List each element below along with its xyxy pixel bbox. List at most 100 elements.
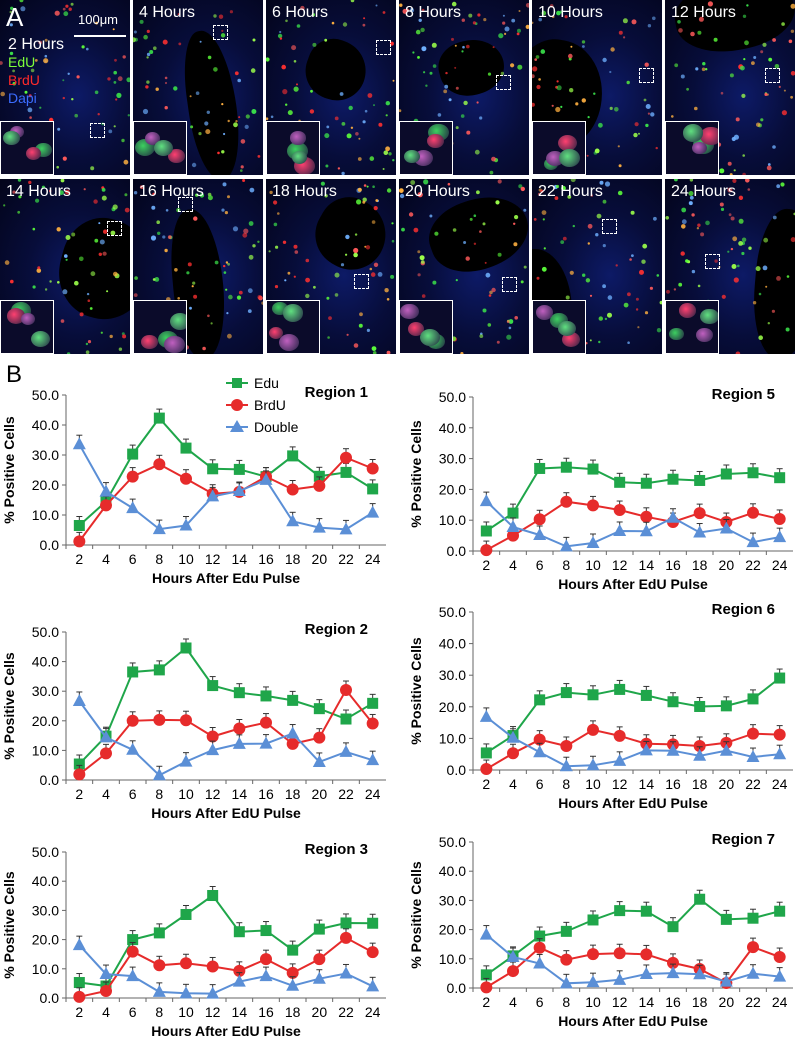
scale-bar-label: 100μm bbox=[78, 12, 119, 27]
nucleus bbox=[635, 308, 639, 311]
data-point-double bbox=[666, 966, 680, 979]
data-point-edu bbox=[287, 450, 299, 462]
y-tick-label: 20.0 bbox=[439, 699, 466, 715]
nucleus bbox=[232, 226, 239, 232]
data-point-brdu bbox=[180, 957, 192, 970]
y-tick-label: 20.0 bbox=[32, 713, 59, 729]
data-point-brdu bbox=[693, 507, 706, 520]
x-tick-label: 8 bbox=[155, 551, 163, 567]
nucleus bbox=[561, 185, 566, 191]
nucleus bbox=[468, 13, 473, 18]
nucleus bbox=[305, 293, 310, 299]
x-tick-label: 18 bbox=[285, 551, 301, 567]
nucleus bbox=[341, 171, 345, 175]
nucleus bbox=[115, 98, 118, 101]
nucleus bbox=[463, 100, 468, 106]
nucleus bbox=[213, 14, 217, 18]
y-tick-label: 30.0 bbox=[32, 902, 59, 918]
nucleus bbox=[479, 116, 483, 120]
inset-nucleus bbox=[700, 126, 718, 146]
nucleus bbox=[98, 222, 101, 225]
data-point-brdu bbox=[180, 714, 192, 727]
chart-title: Region 3 bbox=[305, 841, 368, 858]
legend-brdu: BrdU bbox=[8, 72, 40, 88]
inset-region-box bbox=[376, 40, 391, 55]
nucleus bbox=[237, 78, 241, 83]
nucleus bbox=[27, 107, 33, 113]
data-point-edu bbox=[694, 893, 706, 905]
nucleus bbox=[700, 232, 705, 237]
nucleus bbox=[659, 300, 662, 305]
nucleus bbox=[293, 60, 297, 63]
chart-title: Region 7 bbox=[712, 831, 775, 848]
y-tick-label: 10.0 bbox=[32, 961, 59, 977]
data-point-double bbox=[339, 522, 353, 535]
nucleus bbox=[385, 146, 390, 152]
nucleus bbox=[540, 49, 546, 54]
x-tick-label: 16 bbox=[258, 551, 274, 567]
nucleus bbox=[517, 28, 521, 33]
nucleus bbox=[523, 208, 527, 212]
nucleus bbox=[460, 352, 464, 354]
nucleus bbox=[103, 229, 108, 234]
nucleus bbox=[192, 281, 196, 285]
nucleus bbox=[310, 89, 313, 93]
nucleus bbox=[697, 284, 701, 288]
nucleus bbox=[731, 264, 737, 269]
micrograph-tile: 10 Hours bbox=[532, 0, 662, 175]
nucleus bbox=[59, 190, 64, 195]
data-point-brdu bbox=[533, 733, 546, 746]
nucleus bbox=[65, 258, 68, 261]
nucleus bbox=[760, 50, 764, 54]
nucleus bbox=[173, 86, 178, 91]
micrograph-tile: 4 Hours bbox=[133, 0, 263, 175]
nucleus bbox=[399, 109, 402, 113]
y-tick-label: 40.0 bbox=[439, 636, 466, 652]
zoom-inset bbox=[0, 121, 54, 175]
x-axis-label: Hours After EdU Pulse bbox=[558, 795, 708, 811]
nucleus bbox=[227, 195, 230, 199]
nucleus bbox=[90, 166, 95, 171]
nucleus bbox=[331, 21, 335, 25]
nucleus bbox=[257, 240, 260, 243]
data-point-brdu bbox=[693, 739, 706, 752]
inset-region-box bbox=[90, 123, 105, 138]
inset-nucleus bbox=[6, 308, 26, 324]
data-point-double bbox=[366, 505, 380, 518]
nucleus bbox=[189, 306, 192, 310]
x-tick-label: 24 bbox=[365, 551, 381, 567]
data-point-edu bbox=[614, 905, 626, 917]
nucleus bbox=[556, 80, 559, 83]
nucleus bbox=[772, 215, 777, 220]
nucleus bbox=[602, 57, 607, 63]
zoom-inset bbox=[0, 300, 54, 354]
nucleus bbox=[221, 103, 224, 106]
nucleus bbox=[90, 271, 96, 277]
nucleus bbox=[644, 62, 649, 67]
x-tick-label: 16 bbox=[258, 786, 274, 802]
nucleus bbox=[642, 243, 648, 249]
nucleus bbox=[746, 4, 749, 7]
series-legend: Edu BrdU Double bbox=[226, 373, 336, 442]
nucleus bbox=[324, 133, 330, 139]
nucleus bbox=[270, 115, 274, 119]
data-point-brdu bbox=[747, 941, 759, 954]
data-point-double bbox=[693, 967, 707, 980]
x-tick-label: 10 bbox=[178, 1004, 194, 1020]
inset-nucleus bbox=[268, 326, 283, 339]
data-point-double bbox=[506, 730, 520, 743]
nucleus bbox=[214, 260, 219, 265]
data-point-edu bbox=[640, 689, 652, 701]
nucleus bbox=[238, 290, 243, 295]
nucleus bbox=[18, 195, 22, 199]
data-point-edu bbox=[287, 944, 299, 956]
nucleus bbox=[762, 42, 767, 47]
nucleus bbox=[447, 182, 451, 186]
nucleus bbox=[641, 259, 646, 264]
inset-nucleus bbox=[427, 134, 444, 149]
nucleus bbox=[345, 253, 348, 256]
x-tick-label: 24 bbox=[365, 786, 381, 802]
inset-nucleus bbox=[20, 312, 35, 325]
nucleus bbox=[599, 180, 604, 185]
nucleus bbox=[434, 231, 439, 236]
